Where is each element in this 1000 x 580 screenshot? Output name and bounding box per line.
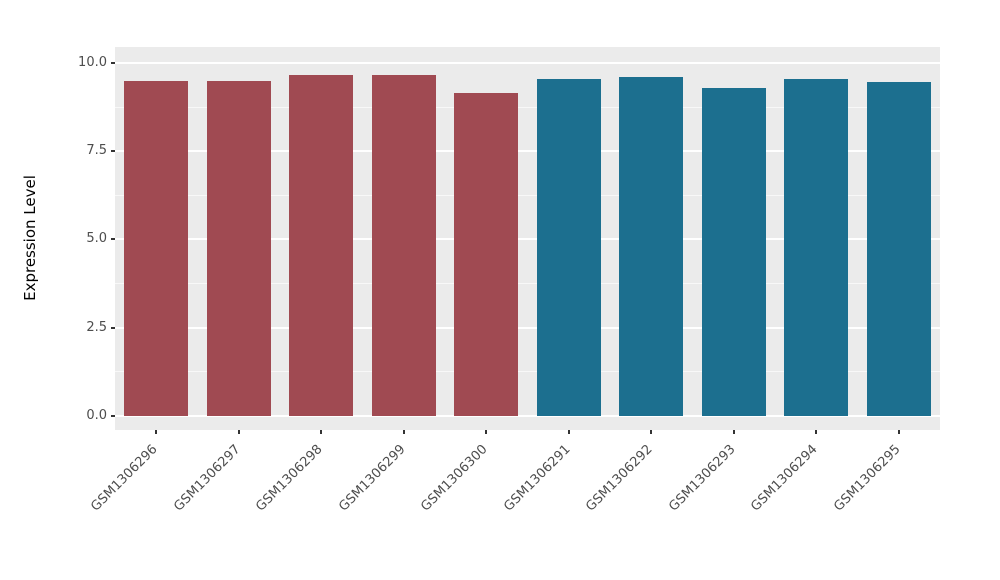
- y-tick-mark: [111, 61, 115, 64]
- x-tick-label-GSM1306299: GSM1306299: [335, 442, 409, 515]
- y-tick-mark: [111, 326, 115, 329]
- major-gridline: [115, 238, 940, 241]
- major-gridline: [115, 326, 940, 329]
- bar-GSM1306294: [784, 78, 849, 416]
- major-gridline: [115, 150, 940, 153]
- x-tick-mark: [485, 430, 488, 434]
- x-tick-label-GSM1306291: GSM1306291: [500, 442, 574, 515]
- bar-GSM1306296: [124, 80, 189, 416]
- x-tick-label-GSM1306292: GSM1306292: [583, 442, 656, 515]
- x-tick-mark: [732, 430, 735, 434]
- bar-GSM1306291: [536, 78, 601, 416]
- x-tick-label-GSM1306300: GSM1306300: [418, 442, 491, 515]
- x-tick-mark: [567, 430, 570, 434]
- x-tick-mark: [402, 430, 405, 434]
- y-tick-label: 10.0: [78, 54, 107, 70]
- bar-GSM1306300: [454, 92, 519, 416]
- bar-GSM1306298: [289, 75, 354, 416]
- x-tick-label-GSM1306293: GSM1306293: [665, 442, 739, 515]
- bar-GSM1306295: [866, 82, 931, 416]
- x-tick-mark: [237, 430, 240, 434]
- y-tick-mark: [111, 150, 115, 153]
- y-tick-label: 0.0: [86, 407, 107, 423]
- minor-gridline: [115, 371, 940, 373]
- x-tick-mark: [815, 430, 818, 434]
- y-tick-label: 7.5: [86, 143, 107, 159]
- bar-GSM1306297: [206, 80, 271, 416]
- plot-panel: [115, 47, 940, 430]
- minor-gridline: [115, 106, 940, 108]
- major-gridline: [115, 414, 940, 417]
- x-tick-label-GSM1306294: GSM1306294: [748, 442, 821, 515]
- x-tick-mark: [320, 430, 323, 434]
- x-tick-mark: [897, 430, 900, 434]
- y-tick-mark: [111, 414, 115, 417]
- x-tick-mark: [650, 430, 653, 434]
- major-gridline: [115, 61, 940, 64]
- x-tick-label-GSM1306298: GSM1306298: [253, 442, 326, 515]
- y-tick-mark: [111, 238, 115, 241]
- bar-GSM1306299: [371, 75, 436, 416]
- y-tick-label: 5.0: [86, 231, 107, 247]
- x-tick-mark: [155, 430, 158, 434]
- minor-gridline: [115, 194, 940, 196]
- y-axis-title: Expression Level: [21, 175, 39, 301]
- bar-GSM1306292: [619, 77, 684, 416]
- x-tick-label-GSM1306297: GSM1306297: [170, 442, 244, 515]
- x-tick-label-GSM1306295: GSM1306295: [830, 442, 904, 515]
- minor-gridline: [115, 283, 940, 284]
- bar-GSM1306293: [701, 87, 766, 416]
- y-tick-label: 2.5: [86, 319, 107, 335]
- x-tick-label-GSM1306296: GSM1306296: [88, 442, 161, 515]
